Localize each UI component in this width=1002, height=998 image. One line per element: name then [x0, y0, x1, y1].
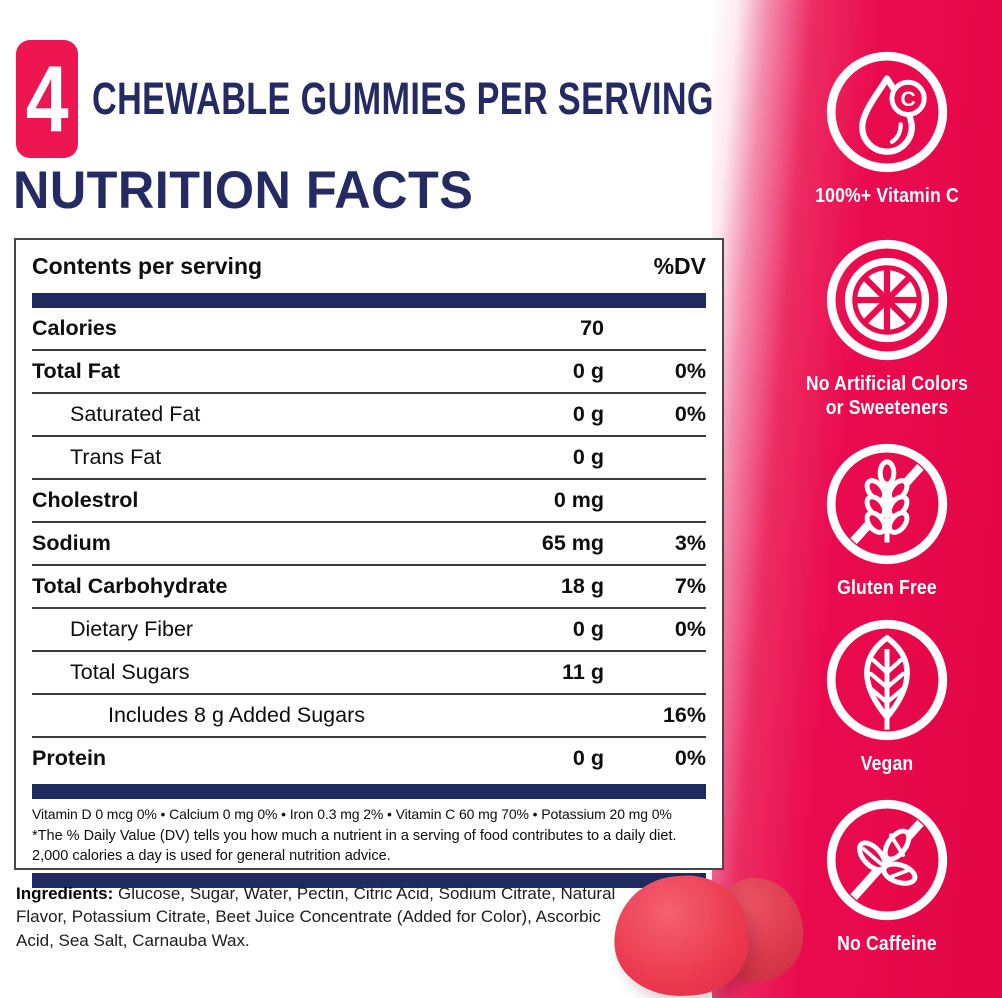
- ingredients-label: Ingredients:: [16, 884, 114, 903]
- badge-label: Gluten Free: [837, 577, 937, 599]
- vitamin-c-droplet-icon: C: [826, 51, 948, 173]
- row-trans-fat: Trans Fat 0 g: [32, 437, 706, 480]
- page-title: NUTRITION FACTS: [13, 161, 474, 220]
- table-header: Contents per serving %DV: [32, 240, 706, 293]
- badge-gluten-free: Gluten Free: [772, 442, 1002, 600]
- divider-bar: [32, 293, 706, 308]
- serving-count: 4: [25, 46, 69, 151]
- badge-label: Vegan: [860, 753, 914, 775]
- badge-no-artificial-colors: No Artificial Colors or Sweeteners: [772, 238, 1002, 420]
- contents-header: Contents per serving: [32, 253, 263, 279]
- no-caffeine-bean-icon: [826, 799, 948, 921]
- badge-vegan: Vegan: [772, 618, 1002, 776]
- citrus-slice-icon: [826, 239, 948, 361]
- row-dietary-fiber: Dietary Fiber 0 g 0%: [32, 609, 706, 652]
- row-total-fat: Total Fat 0 g 0%: [32, 351, 706, 394]
- divider-bar: [32, 873, 706, 889]
- row-total-sugars: Total Sugars 11 g: [32, 652, 706, 695]
- row-saturated-fat: Saturated Fat 0 g 0%: [32, 394, 706, 437]
- dv-header: %DV: [653, 253, 706, 279]
- serving-label: CHEWABLE GUMMIES PER SERVING: [92, 73, 714, 124]
- daily-value-note: *The % Daily Value (DV) tells you how mu…: [32, 828, 677, 864]
- row-protein: Protein 0 g 0%: [32, 746, 706, 770]
- vegan-leaf-icon: [826, 619, 948, 741]
- badge-label: 100%+ Vitamin C: [815, 185, 959, 207]
- micronutrients-line: Vitamin D 0 mcg 0% • Calcium 0 mg 0% • I…: [32, 806, 672, 822]
- ingredients-text: Glucose, Sugar, Water, Pectin, Citric Ac…: [16, 884, 616, 950]
- divider-bar: [32, 784, 706, 799]
- row-sodium: Sodium 65 mg 3%: [32, 523, 706, 566]
- nutrition-table: Contents per serving %DV Calories 70 Tot…: [14, 238, 724, 889]
- row-cholestrol: Cholestrol 0 mg: [32, 480, 706, 523]
- badge-label: No Artificial Colors or Sweeteners: [805, 373, 969, 419]
- no-gluten-wheat-icon: [826, 443, 948, 565]
- svg-text:C: C: [900, 88, 915, 111]
- badge-label: No Caffeine: [837, 933, 937, 955]
- badge-no-caffeine: No Caffeine: [772, 798, 1002, 956]
- row-calories: Calories 70: [32, 308, 706, 351]
- row-total-carbohydrate: Total Carbohydrate 18 g 7%: [32, 566, 706, 609]
- ingredients-block: Ingredients: Glucose, Sugar, Water, Pect…: [16, 882, 622, 952]
- feature-panel: [712, 0, 1002, 998]
- serving-count-box: 4: [16, 40, 78, 158]
- badge-vitamin-c: C 100%+ Vitamin C: [772, 50, 1002, 208]
- row-added-sugars: Includes 8 g Added Sugars 16%: [32, 695, 706, 738]
